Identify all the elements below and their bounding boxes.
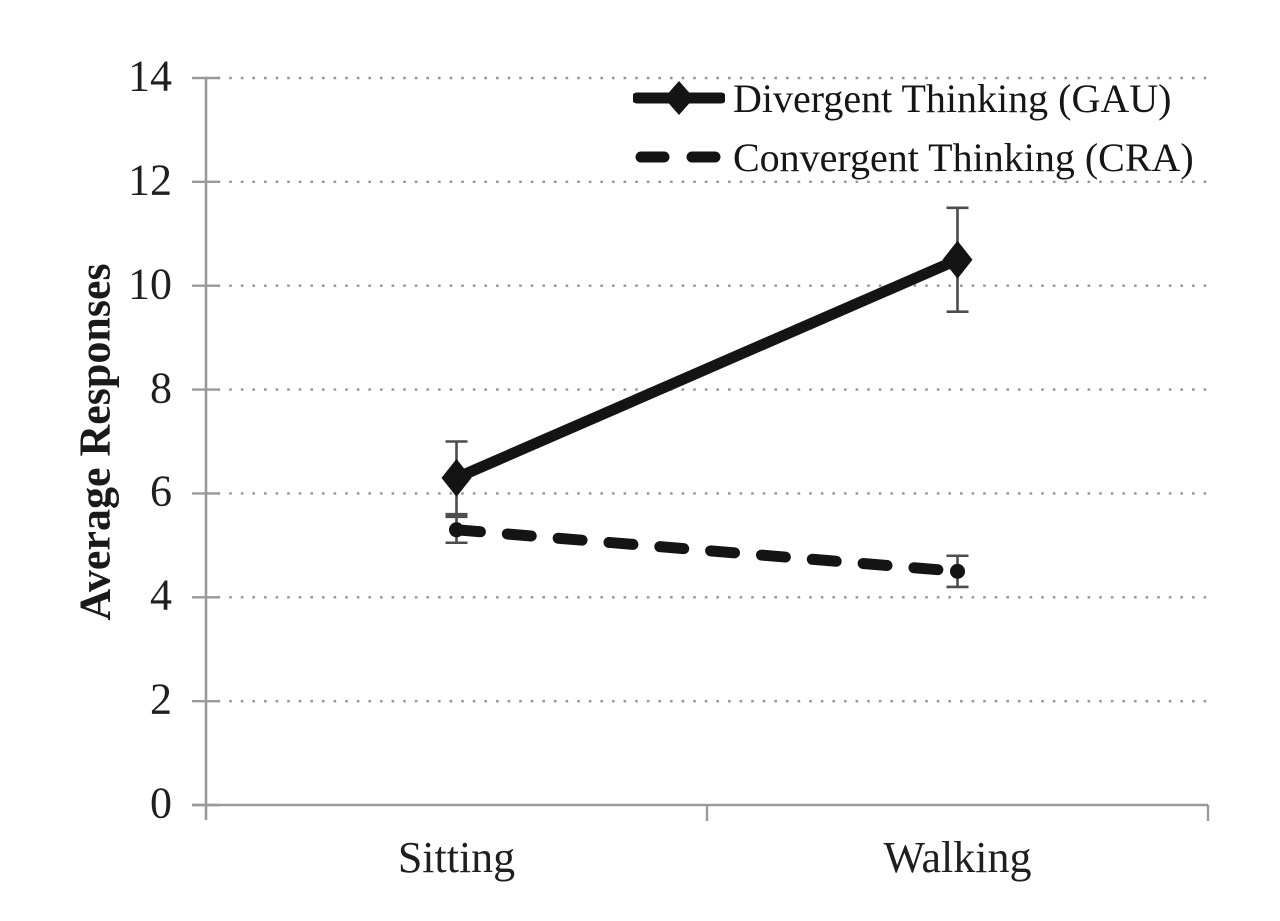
dot-marker-convergent — [449, 522, 464, 538]
legend-label-divergent: Divergent Thinking (GAU) — [733, 75, 1172, 121]
y-tick-label: 14 — [128, 51, 172, 101]
y-tick-label: 6 — [150, 466, 172, 516]
x-category-label: Sitting — [397, 833, 516, 882]
legend-label-convergent: Convergent Thinking (CRA) — [733, 134, 1194, 180]
y-axis-title: Average Responses — [70, 263, 120, 621]
series-line-divergent — [451, 254, 963, 484]
x-category-label: Walking — [883, 833, 1032, 882]
dashed-line-swatch — [635, 151, 725, 163]
y-tick-label: 10 — [128, 259, 172, 309]
dot-marker-convergent — [950, 563, 965, 579]
legend-item-convergent: Convergent Thinking (CRA) — [633, 134, 1194, 180]
diamond-marker-divergent — [441, 458, 472, 497]
y-tick-label: 12 — [128, 155, 172, 205]
y-tick-label: 2 — [150, 674, 172, 724]
series-line-convergent — [451, 524, 963, 577]
y-tick-label: 0 — [150, 778, 172, 828]
y-tick-label: 4 — [150, 570, 172, 620]
y-tick-label: 8 — [150, 363, 172, 413]
legend-item-divergent: Divergent Thinking (GAU) — [633, 75, 1171, 121]
solid-line-diamond-swatch — [633, 81, 725, 115]
diamond-marker-divergent — [942, 240, 973, 279]
